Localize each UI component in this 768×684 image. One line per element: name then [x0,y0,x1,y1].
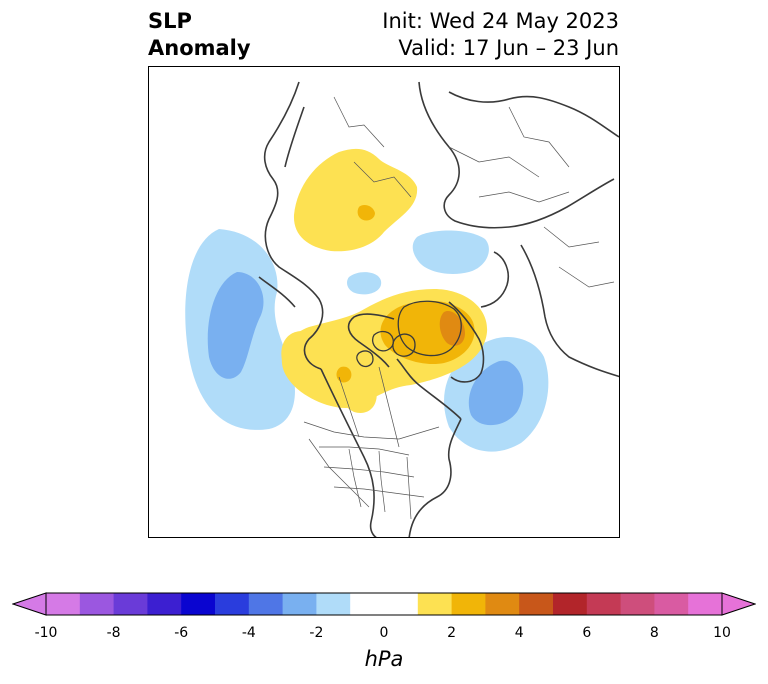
colorbar [12,592,756,616]
colorbar-extend-high [721,592,756,616]
colorbar-bin-4 [181,593,216,615]
colorbar-tick-label: -10 [34,625,58,641]
colorbar-extend-low [12,592,47,616]
colorbar-bin-5 [215,593,250,615]
colorbar-bin-17 [654,593,689,615]
arctic-islands [356,300,462,368]
colorbar-bin-7 [282,593,317,615]
colorbar-tick-label: 8 [649,625,659,641]
colorbar-bin-8 [316,593,351,615]
colorbar-graphic [12,592,756,616]
colorbar-tick-label: 6 [582,625,592,641]
colorbar-bin-13 [519,593,554,615]
political-borders [303,96,615,520]
colorbar-bin-3 [147,593,182,615]
colorbar-bin-18 [688,593,723,615]
colorbar-tick-label: 10 [713,625,731,641]
colorbar-bin-15 [586,593,622,615]
colorbar-tick-label: 4 [514,625,524,641]
negative-anomaly-barents [347,230,489,295]
colorbar-bin-0 [46,593,81,615]
colorbar-bin-6 [248,593,284,615]
title-left: SLP Anomaly [148,8,251,62]
init-date: Init: Wed 24 May 2023 [382,9,619,33]
colorbar-bin-9 [350,593,419,615]
colorbar-tick-label: -8 [106,625,121,641]
positive-anomaly-alaska-canada [281,331,377,413]
colorbar-unit: hPa [364,647,404,671]
valid-range: Valid: 17 Jun – 23 Jun [398,36,619,60]
positive-anomaly-siberia [293,148,418,252]
colorbar-tick-label: -4 [241,625,256,641]
coastlines [258,81,619,537]
colorbar-bin-11 [451,593,486,615]
colorbar-border [45,592,723,616]
colorbar-tick-label: -6 [174,625,189,641]
colorbar-bin-10 [417,593,453,615]
negative-anomaly-north-pacific [185,229,295,430]
colorbar-tick-label: -2 [309,625,324,641]
anomaly-map [185,81,619,537]
colorbar-bin-2 [113,593,148,615]
colorbar-tick-label: 2 [447,625,457,641]
map-panel [148,66,620,538]
colorbar-bin-14 [553,593,588,615]
colorbar-bin-1 [79,593,115,615]
title-variable: SLP [148,9,192,33]
title-right: Init: Wed 24 May 2023 Valid: 17 Jun – 23… [382,8,619,62]
title-variable-subtitle: Anomaly [148,36,251,60]
colorbar-bin-12 [485,593,520,615]
colorbar-tick-label: 0 [379,625,389,641]
negative-anomaly-north-atlantic [444,337,549,452]
colorbar-bin-16 [620,593,655,615]
